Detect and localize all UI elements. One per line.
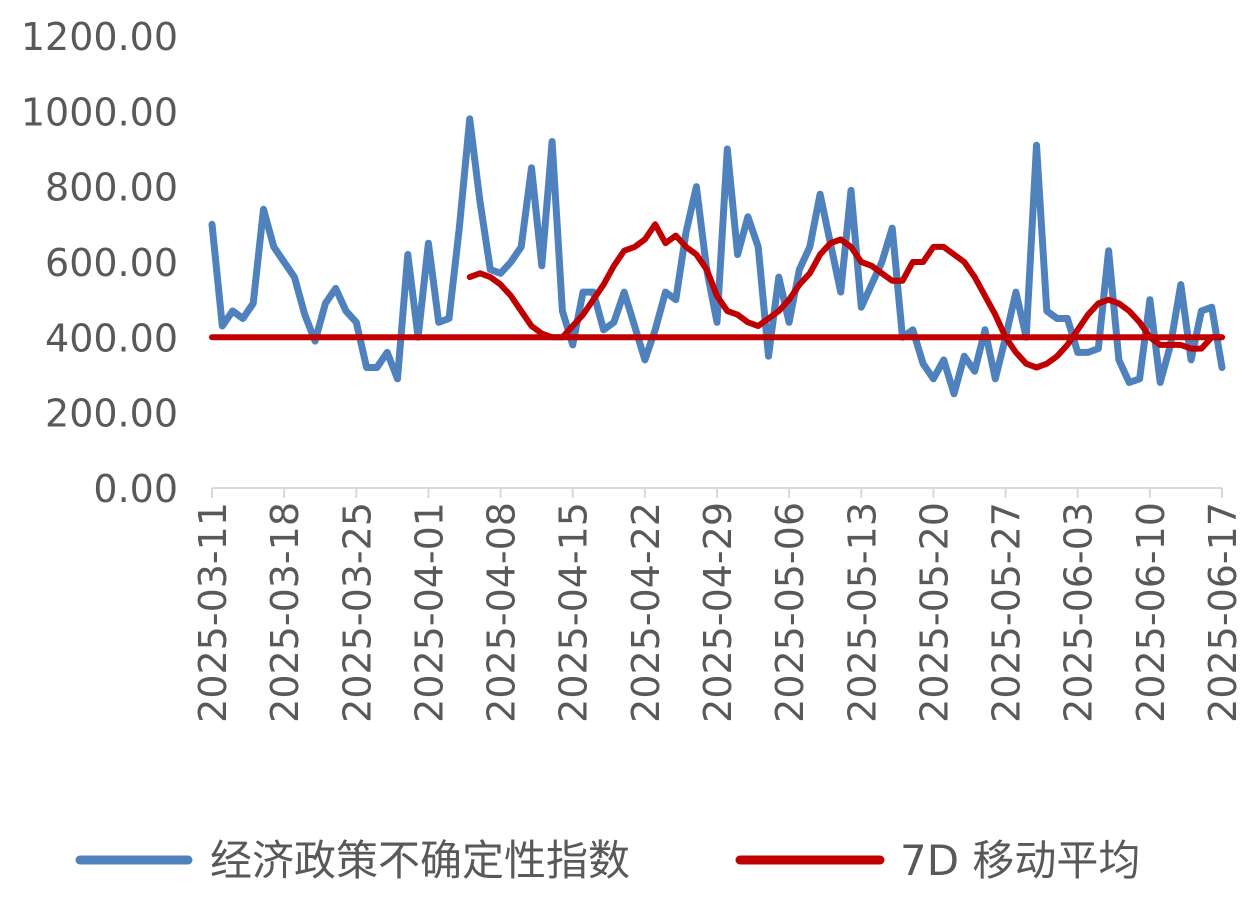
x-tick-label: 2025-04-08: [480, 502, 524, 723]
x-tick-label: 2025-03-25: [335, 502, 379, 723]
series-line-policy-uncertainty: [208, 115, 1226, 398]
x-tick-label: 2025-03-11: [191, 502, 235, 723]
y-tick-label: 600.00: [45, 241, 178, 285]
series-layer: [208, 115, 1226, 398]
x-tick-label: 2025-05-06: [768, 502, 812, 723]
x-tick-label: 2025-04-22: [624, 502, 668, 723]
legend-label: 7D 移动平均: [900, 836, 1140, 885]
x-tick-label: 2025-06-10: [1129, 502, 1173, 723]
x-tick-label: 2025-04-01: [407, 502, 451, 723]
x-tick-label: 2025-03-18: [263, 502, 307, 723]
x-tick-label: 2025-04-29: [696, 502, 740, 723]
y-tick-label: 800.00: [45, 166, 178, 210]
y-axis: 0.00 200.00 400.00 600.00 800.00 1000.00 1200.…: [21, 15, 178, 511]
y-tick-label: 0.00: [93, 467, 178, 511]
y-tick-label: 400.00: [45, 316, 178, 360]
x-tick-label: 2025-05-27: [985, 502, 1029, 723]
x-axis: 2025-03-11 2025-03-18 2025-03-25 2025-04-01…: [191, 487, 1242, 723]
x-tick-label: 2025-05-13: [840, 502, 884, 723]
series-line-7d-moving-average: [466, 221, 1225, 371]
legend: 经济政策不确定性指数 7D 移动平均: [75, 836, 1140, 885]
x-tick-label: 2025-06-17: [1201, 502, 1242, 723]
y-tick-label: 1000.00: [21, 90, 178, 134]
y-tick-label: 200.00: [45, 392, 178, 436]
x-tick-label: 2025-04-15: [552, 502, 596, 723]
x-tick-label: 2025-05-20: [912, 502, 956, 723]
y-tick-label: 1200.00: [21, 15, 178, 59]
legend-label: 经济政策不确定性指数: [210, 836, 630, 885]
x-tick-label: 2025-06-03: [1057, 502, 1101, 723]
